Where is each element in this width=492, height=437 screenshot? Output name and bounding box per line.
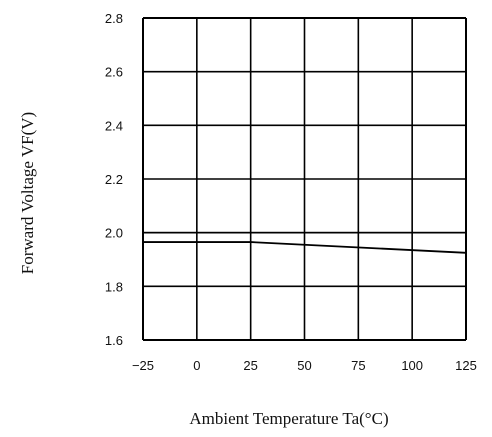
x-tick-label: −25	[132, 358, 154, 373]
x-tick-label: 25	[243, 358, 257, 373]
series-line	[143, 241, 467, 254]
x-tick-label: 125	[455, 358, 477, 373]
grid	[142, 17, 467, 341]
series-layer	[143, 241, 467, 254]
y-axis-title: Forward Voltage VF(V)	[18, 112, 37, 274]
x-tick-label: 50	[297, 358, 311, 373]
y-tick-label: 1.6	[105, 333, 123, 348]
x-tick-label: 0	[193, 358, 200, 373]
x-tick-label: 100	[401, 358, 423, 373]
y-tick-label: 1.8	[105, 279, 123, 294]
x-tick-label: 75	[351, 358, 365, 373]
y-axis-ticks: 2.8 2.6 2.4 2.2 2.0 1.8 1.6	[105, 11, 123, 348]
y-tick-label: 2.6	[105, 65, 123, 80]
y-tick-label: 2.4	[105, 118, 123, 133]
y-tick-label: 2.2	[105, 172, 123, 187]
y-tick-label: 2.8	[105, 11, 123, 26]
x-axis-ticks: −25 0 25 50 75 100 125	[132, 358, 477, 373]
x-axis-title: Ambient Temperature Ta(°C)	[189, 409, 388, 428]
y-tick-label: 2.0	[105, 226, 123, 241]
